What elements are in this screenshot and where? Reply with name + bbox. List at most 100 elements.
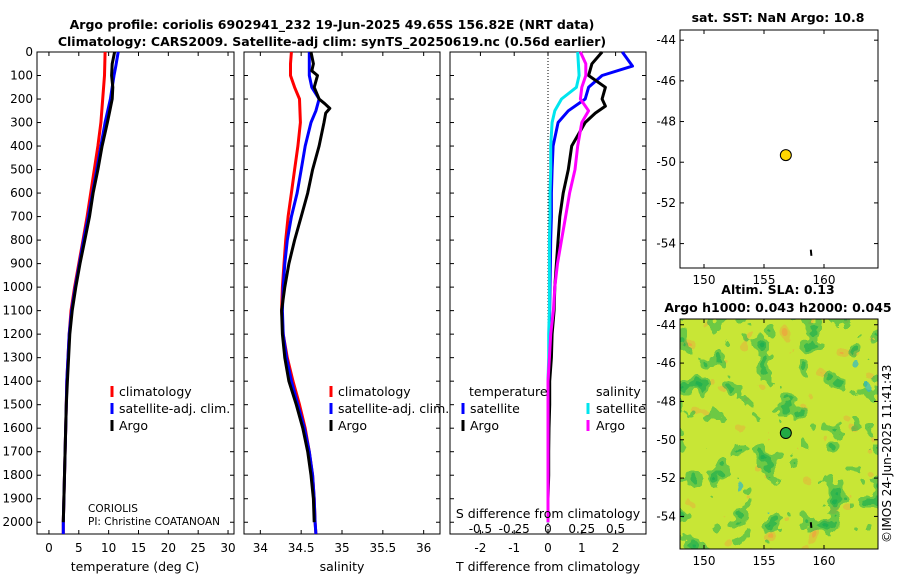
temperature-axes [36,51,235,535]
x-tick-label: 0 [544,541,552,555]
y-tick-label: 1200 [2,327,33,341]
float-track [809,249,813,256]
y-tick-label: -48 [656,115,676,129]
series-line-satellite [280,52,321,535]
x-tick-label: 1 [578,541,586,555]
x-tick-label: 160 [813,273,836,287]
y-tick-label: 100 [10,69,33,83]
y-tick-label: -52 [656,196,676,210]
y-tick-label: -54 [656,509,676,523]
x-tick-label: 0 [45,541,53,555]
x-tick-label: 35 [334,541,349,555]
series-line-argo [280,51,332,523]
legend-argo-label: Argo [338,418,367,433]
legend-s-argo-label: Argo [596,418,625,433]
float-track [809,522,813,529]
x-tick-label: 2 [612,541,620,555]
credit-label: ©IMOS 24-Jun-2025 11:41:43 [880,365,894,543]
sst-map-plot: 150 155 160 -44 -46 -48 -50 -52 -54 [656,30,878,287]
institution-note: CORIOLIS [88,503,138,515]
y-tick-label: 1300 [2,351,33,365]
x-tick-label: 150 [693,273,716,287]
x-tick-label: 36 [416,541,431,555]
legend-satellite-label: satellite-adj. clim. [338,401,449,416]
x-tick-label: 155 [753,273,776,287]
x-tick-label: 10 [101,541,116,555]
temperature-legend: climatology satellite-adj. clim. Argo [110,384,230,433]
temperature-plot: 0100200300400500600700800900100011001200… [2,45,235,555]
x-tick-label: 20 [161,541,176,555]
y-tick-label: 400 [10,139,33,153]
legend-temperature-heading: temperature [469,384,548,399]
y-tick-label: 1600 [2,421,33,435]
sst-map-title: sat. SST: NaN Argo: 10.8 [692,10,865,25]
salinity-legend: climatology satellite-adj. clim. Argo [329,384,449,433]
x-tick-label: -2 [474,541,486,555]
x-tick-label: 155 [753,554,776,568]
y-tick-label: 1100 [2,304,33,318]
y-tick-label: -48 [656,394,676,408]
s-tick-label: -0.5 [469,522,492,536]
difference-legend-salinity: salinity satellite Argo [586,384,646,433]
y-tick-label: -44 [656,318,676,332]
y-tick-label: 600 [10,186,33,200]
x-tick-label: 150 [693,554,716,568]
difference-legend-temperature: temperature satellite Argo [461,384,548,433]
salinity-plot: 34 34.5 35 35.5 36 [244,51,440,555]
x-tick-label: -1 [508,541,520,555]
y-tick-label: 2000 [2,515,33,529]
x-tick-label: 30 [220,541,235,555]
s-tick-label: -0.25 [499,522,530,536]
legend-climatology-label: climatology [338,384,411,399]
series-line-s-argo [546,51,591,523]
y-tick-label: 0 [25,45,33,59]
legend-argo-label: Argo [119,418,148,433]
sst-map-axes [679,29,879,269]
legend-t-satellite-label: satellite [470,401,520,416]
float-position-marker [779,149,792,162]
difference-xlabel: T difference from climatology [455,559,641,574]
s-tick-label: 0.5 [606,522,625,536]
salinity-xlabel: salinity [320,559,365,574]
y-tick-label: 1400 [2,374,33,388]
title-line-1: Argo profile: coriolis 6902941_232 19-Ju… [70,17,595,33]
y-tick-label: 800 [10,233,33,247]
legend-s-satellite-label: satellite [596,401,646,416]
y-tick-label: -50 [656,433,676,447]
temperature-xlabel: temperature (deg C) [71,559,200,574]
series-line-argo [61,51,117,523]
y-tick-label: 500 [10,163,33,177]
difference-xlabel-top: S difference from climatology [456,506,641,521]
y-tick-label: 700 [10,210,33,224]
y-tick-label: 1000 [2,280,33,294]
y-tick-label: 200 [10,92,33,106]
legend-satellite-label: satellite-adj. clim. [119,401,230,416]
legend-t-argo-label: Argo [470,418,499,433]
x-tick-label: 5 [75,541,83,555]
y-tick-label: -46 [656,356,676,370]
title-line-2: Climatology: CARS2009. Satellite-adj cli… [58,34,606,50]
sla-map-title-2: Argo h1000: 0.043 h2000: 0.045 [664,300,891,315]
legend-climatology-label: climatology [119,384,192,399]
s-tick-label: 0.25 [568,522,595,536]
x-tick-label: 34.5 [288,541,315,555]
y-tick-label: 1800 [2,468,33,482]
y-tick-label: -52 [656,471,676,485]
x-tick-label: 25 [191,541,206,555]
x-tick-label: 160 [813,554,836,568]
legend-salinity-heading: salinity [596,384,641,399]
float-position-marker [779,427,792,440]
sla-map-plot: 150 155 160 -44 -46 -48 -50 -52 -54 [656,318,878,568]
y-tick-label: -50 [656,155,676,169]
x-tick-label: 34 [253,541,268,555]
y-tick-label: -54 [656,237,676,251]
sla-map-title-1: Altim. SLA: 0.13 [721,282,834,297]
y-tick-label: -46 [656,74,676,88]
y-tick-label: -44 [656,33,676,47]
y-tick-label: 1900 [2,492,33,506]
y-tick-label: 300 [10,116,33,130]
salinity-axes [243,51,441,535]
y-tick-label: 900 [10,257,33,271]
